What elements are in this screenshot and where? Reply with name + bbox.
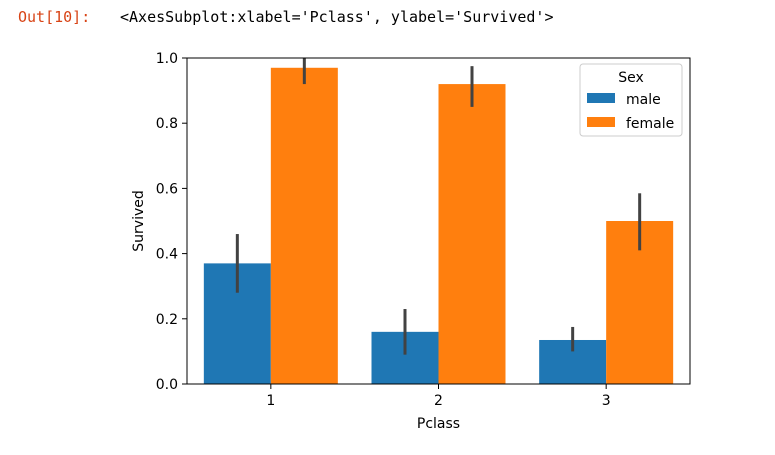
legend-label-male: male [626, 92, 661, 108]
legend-swatch-female [587, 117, 615, 127]
y-axis: 0.0 0.2 0.4 0.6 0.8 1.0 [156, 51, 187, 393]
y-tick-label-0.2: 0.2 [156, 312, 178, 328]
y-axis-label: Survived [131, 190, 147, 251]
legend: Sex male female [579, 63, 683, 137]
y-tick-label-0.4: 0.4 [156, 247, 178, 263]
x-axis-label: Pclass [417, 416, 460, 432]
bar-female-1 [270, 67, 338, 384]
error-bars-group [235, 58, 642, 355]
legend-label-female: female [626, 116, 674, 132]
y-tick-label-0.0: 0.0 [156, 377, 178, 393]
legend-swatch-male [587, 93, 615, 103]
bars-group [203, 67, 674, 384]
output-prompt: Out[10]: [18, 8, 91, 26]
output-cell-header: Out[10]: <AxesSubplot:xlabel='Pclass', y… [0, 6, 775, 30]
bar-female-2 [438, 84, 506, 384]
x-tick-label-2: 2 [434, 393, 443, 409]
legend-title: Sex [618, 70, 644, 86]
y-tick-label-0.8: 0.8 [156, 116, 178, 132]
output-repr-text: <AxesSubplot:xlabel='Pclass', ylabel='Su… [120, 8, 554, 26]
x-tick-label-3: 3 [602, 393, 611, 409]
x-axis: 1 2 3 [266, 384, 611, 409]
y-tick-label-0.6: 0.6 [156, 181, 178, 197]
y-tick-label-1.0: 1.0 [156, 51, 178, 67]
x-tick-label-1: 1 [266, 393, 275, 409]
